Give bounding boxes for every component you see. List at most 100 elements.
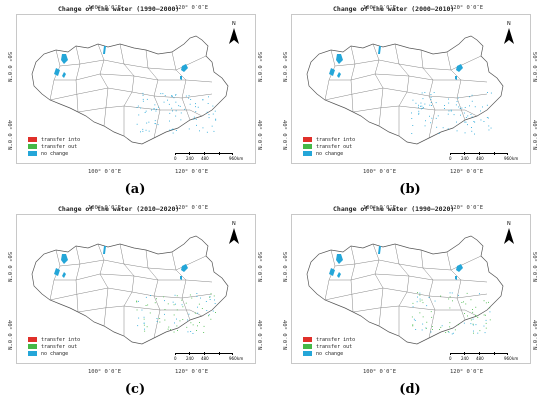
water-pixel xyxy=(460,114,461,116)
legend-item: transfer into xyxy=(303,336,355,343)
water-pixel xyxy=(142,92,144,94)
water-pixel xyxy=(426,305,428,307)
water-pixel xyxy=(200,297,201,299)
water-pixel xyxy=(192,324,194,326)
legend-label: transfer into xyxy=(316,336,356,343)
lon-label-bottom: 100° 0′0″E xyxy=(88,369,122,375)
water-pixel xyxy=(486,117,488,118)
lat-label-left: 50° 0′0″N xyxy=(281,252,287,282)
water-pixel xyxy=(483,121,485,122)
water-pixel xyxy=(138,114,140,116)
map-panel-c: Change of the water (2010–2020) 100° 0′0… xyxy=(0,200,270,400)
water-pixel xyxy=(153,108,155,110)
water-pixel xyxy=(140,107,141,109)
north-label: N xyxy=(507,21,511,27)
water-pixel xyxy=(162,93,164,95)
water-pixel xyxy=(418,106,419,108)
water-pixel xyxy=(147,304,149,306)
water-pixel xyxy=(456,121,457,123)
water-pixel xyxy=(471,116,473,118)
water-pixel xyxy=(411,316,413,318)
water-pixel xyxy=(473,121,475,122)
water-pixel xyxy=(176,295,178,297)
lon-label-bottom: 100° 0′0″E xyxy=(88,169,122,175)
lon-label-bottom: 100° 0′0″E xyxy=(363,169,397,175)
region-outline xyxy=(31,235,229,345)
scale-label: 960 xyxy=(504,356,512,361)
water-pixel xyxy=(196,330,197,331)
water-pixel xyxy=(159,321,161,323)
water-pixel xyxy=(412,125,414,126)
water-pixel xyxy=(212,105,214,107)
water-pixel xyxy=(490,127,492,129)
lon-label-top: 100° 0′0″E xyxy=(363,205,397,211)
water-pixel xyxy=(418,104,419,106)
scale-bar: 0 240 480 960 km xyxy=(174,350,243,364)
water-pixel xyxy=(430,99,432,100)
water-pixel xyxy=(136,300,138,302)
water-pixel xyxy=(181,304,183,306)
water-pixel xyxy=(411,133,413,134)
water-pixel xyxy=(167,328,169,330)
water-pixel xyxy=(196,124,197,126)
water-pixel xyxy=(168,326,170,328)
water-pixel xyxy=(474,121,476,123)
water-pixel xyxy=(412,324,414,326)
legend-item: transfer into xyxy=(28,136,80,143)
water-pixel xyxy=(448,110,450,112)
water-pixel xyxy=(465,121,467,123)
water-pixel xyxy=(412,325,414,327)
lat-label-left: 40° 0′0″N xyxy=(6,320,12,350)
scale-bar: 0 240 480 960 km xyxy=(449,350,518,364)
scattered-water-change xyxy=(136,92,217,134)
water-pixel xyxy=(212,113,214,115)
water-pixel xyxy=(182,306,184,308)
water-pixel xyxy=(177,330,178,331)
admin-boundaries xyxy=(324,243,488,339)
water-pixel xyxy=(426,321,428,323)
water-pixel xyxy=(475,306,477,308)
scale-label: 960 xyxy=(229,356,237,361)
water-pixel xyxy=(438,133,440,134)
legend-swatch xyxy=(28,344,37,349)
water-pixel xyxy=(154,123,156,124)
legend-label: transfer into xyxy=(41,336,81,343)
water-pixel xyxy=(142,130,144,132)
water-pixel xyxy=(422,323,424,325)
legend-swatch xyxy=(303,144,312,149)
legend-swatch xyxy=(303,151,312,156)
water-pixel xyxy=(470,114,472,115)
water-pixel xyxy=(172,301,174,303)
water-pixel xyxy=(189,103,191,105)
water-pixel xyxy=(474,133,475,135)
water-pixel xyxy=(214,110,216,112)
water-pixel xyxy=(447,113,449,115)
water-pixel xyxy=(472,309,473,310)
water-pixel xyxy=(435,117,437,119)
water-pixel xyxy=(210,318,212,320)
water-pixel xyxy=(153,108,155,110)
water-pixel xyxy=(164,319,166,321)
water-pixel xyxy=(441,325,443,327)
water-pixel xyxy=(463,112,465,114)
water-pixel xyxy=(413,318,415,320)
water-pixel xyxy=(145,296,147,298)
lat-label-left: 40° 0′0″N xyxy=(281,320,287,350)
map-panel-d: Change of the water (1990–2020) 100° 0′0… xyxy=(275,200,545,400)
legend-swatch xyxy=(28,337,37,342)
water-pixel xyxy=(449,326,451,328)
water-pixel xyxy=(171,95,173,97)
water-pixel xyxy=(193,116,195,118)
water-pixel xyxy=(451,333,453,335)
water-pixel xyxy=(196,296,198,297)
water-pixel xyxy=(140,131,141,133)
scale-label: 0 xyxy=(449,156,452,161)
water-pixel xyxy=(206,131,208,133)
north-label: N xyxy=(507,221,511,227)
water-pixel xyxy=(211,125,213,127)
water-pixel xyxy=(487,117,489,119)
water-pixel xyxy=(143,318,145,320)
water-pixel xyxy=(145,305,147,306)
legend-item: transfer out xyxy=(28,343,80,350)
water-pixel xyxy=(486,104,488,106)
